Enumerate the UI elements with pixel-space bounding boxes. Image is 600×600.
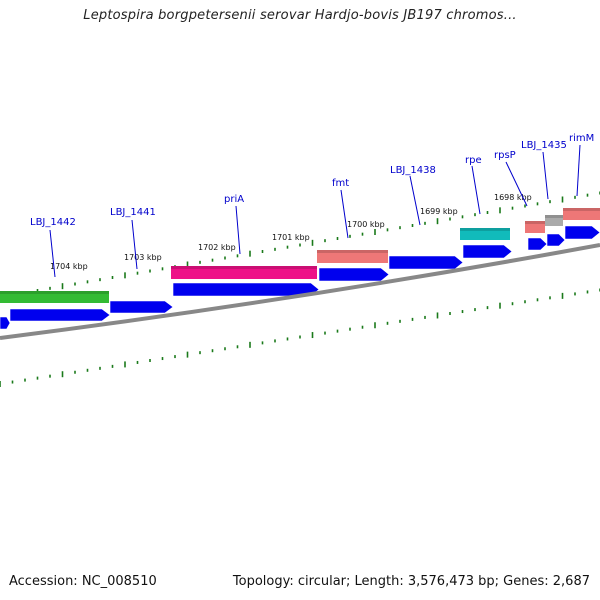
cds-arrow: [318, 267, 390, 282]
cds-arrow: [564, 225, 600, 240]
gene-label: rpe: [465, 155, 482, 166]
gene-label: LBJ_1442: [30, 217, 76, 228]
leader-line: [49, 229, 56, 278]
feature-band-magenta: [171, 266, 317, 279]
band-shade: [460, 228, 510, 231]
gene-label: fmt: [332, 178, 349, 189]
gene-label: rimM: [569, 133, 594, 144]
accession-text: Accession: NC_008510: [9, 574, 157, 589]
cds-arrow: [527, 237, 548, 251]
feature-band-salmon: [563, 208, 600, 220]
kbp-label: 1701 kbp: [272, 233, 310, 242]
band-shade: [317, 250, 388, 253]
kbp-label: 1703 kbp: [124, 253, 162, 262]
kbp-label: 1704 kbp: [50, 262, 88, 271]
feature-band-salmon: [525, 221, 545, 233]
kbp-label: 1700 kbp: [347, 220, 385, 229]
cds-arrow: [109, 300, 174, 314]
cds-arrow: [388, 255, 464, 270]
label-layer: 1704 kbp 1703 kbp 1702 kbp 1701 kbp 1700 kbp…: [30, 133, 594, 278]
cds-arrow: [0, 316, 11, 330]
backbone-track: [0, 243, 600, 340]
band-shade: [525, 221, 545, 224]
gene-label: LBJ_1438: [390, 165, 436, 176]
feature-band-green: [0, 291, 109, 303]
map-title: Leptospira borgpetersenii serovar Hardjo…: [83, 8, 517, 23]
cds-arrow: [546, 233, 566, 247]
gene-label: LBJ_1435: [521, 140, 567, 151]
feature-band-cyan: [460, 228, 510, 240]
cds-arrow: [172, 282, 320, 297]
kbp-label: 1699 kbp: [420, 207, 458, 216]
kbp-label: 1702 kbp: [198, 243, 236, 252]
feature-band-gray: [545, 215, 563, 226]
leader-line: [131, 219, 138, 270]
leader-line: [542, 151, 549, 200]
gene-label: priA: [224, 194, 244, 205]
feature-tracks: [0, 208, 600, 330]
gene-label: rpsP: [494, 150, 516, 161]
gene-label: LBJ_1441: [110, 207, 156, 218]
kbp-label: 1698 kbp: [494, 193, 532, 202]
leader-line: [471, 165, 481, 215]
cds-arrow: [462, 244, 513, 259]
feature-band-salmon: [317, 250, 388, 263]
leader-line: [235, 205, 241, 255]
band-shade: [563, 208, 600, 211]
topology-info: Topology: circular; Length: 3,576,473 bp…: [232, 574, 590, 589]
leader-line: [340, 189, 349, 239]
leader-line: [576, 144, 581, 197]
band-shade: [0, 291, 109, 294]
backbone-line: [0, 243, 600, 340]
band-shade: [545, 215, 563, 218]
leader-line: [505, 161, 528, 207]
tick-marks: [0, 191, 600, 387]
leader-line: [409, 175, 421, 226]
cds-arrow: [9, 308, 111, 322]
band-shade: [171, 266, 317, 269]
